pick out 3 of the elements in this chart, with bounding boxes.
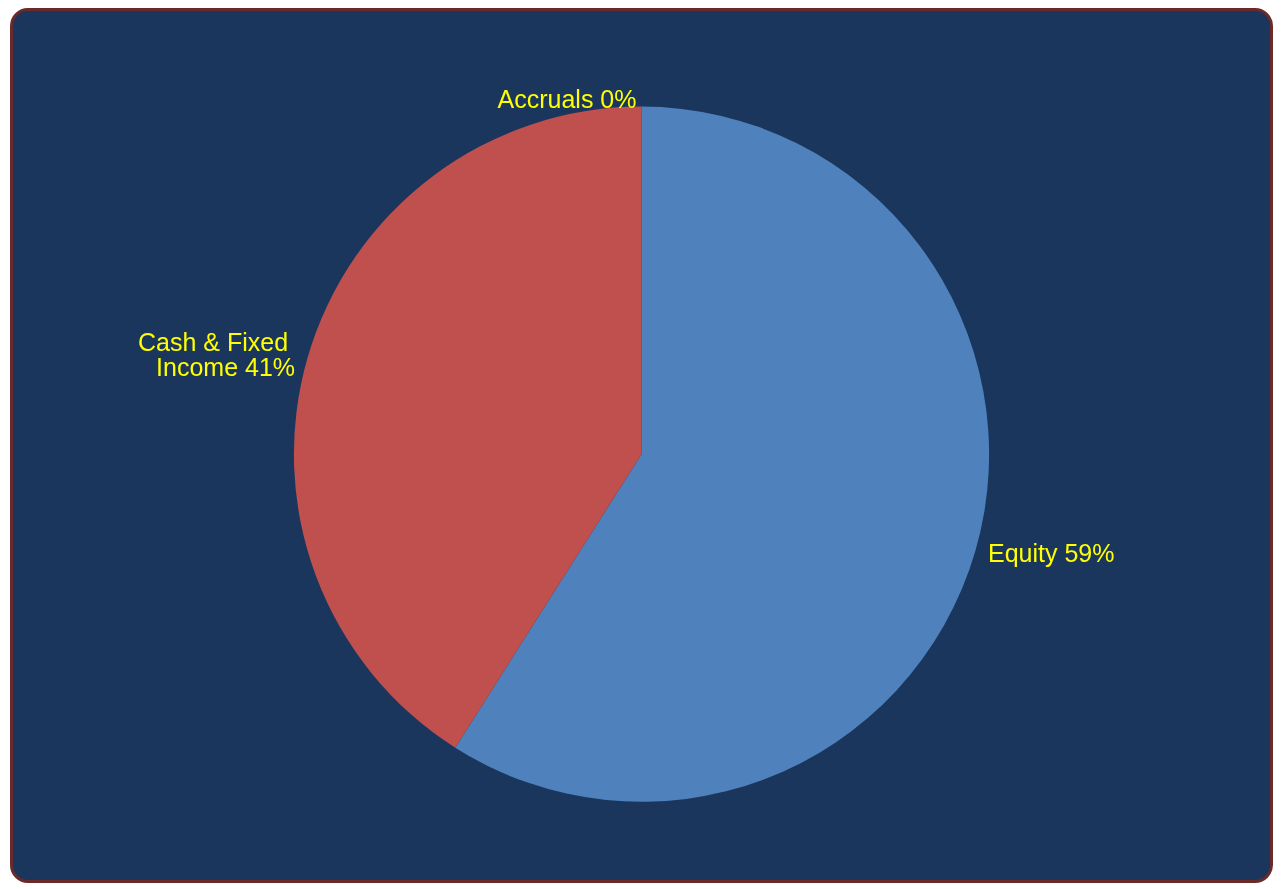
category-label: Accruals 0% [497,84,637,113]
slice-label: Cash & Fixed Income 41% [138,328,296,382]
slice-label: Equity 59% [987,539,1115,568]
